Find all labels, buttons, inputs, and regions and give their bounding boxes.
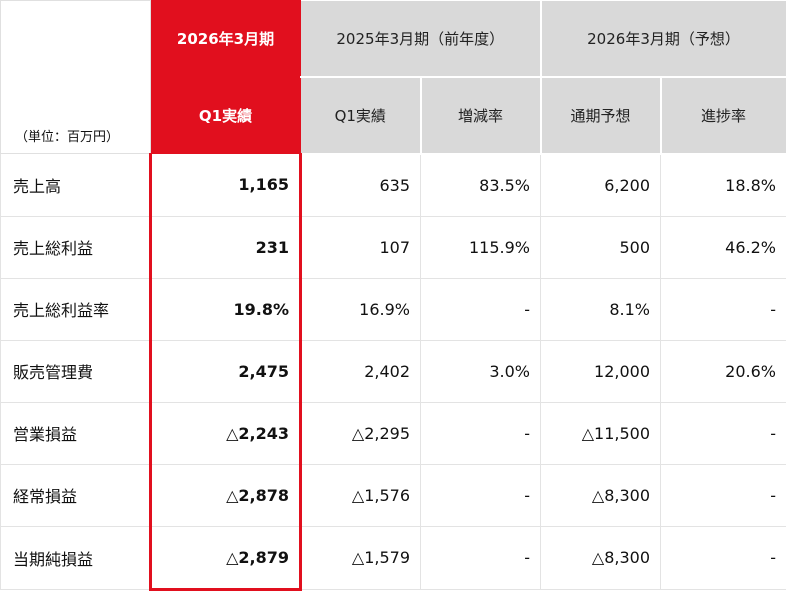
prior-q1-cell: 107 — [300, 215, 421, 279]
row-label: 売上高 — [0, 153, 151, 217]
forecast-period-header: 2026年3月期（予想） — [540, 0, 786, 78]
change-rate-cell: 115.9% — [420, 215, 541, 279]
change-rate-cell: 3.0% — [420, 339, 541, 403]
change-rate-cell: - — [420, 401, 541, 465]
progress-rate-cell: - — [660, 525, 786, 590]
q1-actual-cell: △2,243 — [149, 401, 302, 465]
q1-actual-cell: 2,475 — [149, 339, 302, 403]
change-rate-cell: - — [420, 463, 541, 527]
header-row-metrics: Q1実績 Q1実績 増減率 通期予想 進捗率 — [1, 76, 786, 155]
row-label: 販売管理費 — [0, 339, 151, 403]
table-row: 販売管理費 2,475 2,402 3.0% 12,000 20.6% — [0, 339, 786, 403]
progress-rate-cell: - — [660, 277, 786, 341]
q1-actual-cell: 231 — [149, 215, 302, 279]
q1-actual-cell: △2,878 — [149, 463, 302, 527]
progress-rate-cell: 20.6% — [660, 339, 786, 403]
forecast-cell: △8,300 — [540, 463, 661, 527]
table-row: 営業損益 △2,243 △2,295- △11,500- — [0, 401, 786, 465]
header-row-periods: （単位：百万円） 2026年3月期 2025年3月期（前年度） 2026年3月期… — [0, 0, 786, 154]
prior-q1-cell: 16.9% — [300, 277, 421, 341]
row-label: 経常損益 — [0, 463, 151, 527]
prior-q1-cell: △1,579 — [300, 525, 421, 590]
progress-rate-header: 進捗率 — [660, 76, 786, 155]
table-row: 売上高 1,165 635 83.5% 6,200 18.8% — [0, 153, 786, 217]
progress-rate-cell: 18.8% — [660, 153, 786, 217]
table-row: 当期純損益 △2,879 △1,579- △8,300- — [0, 525, 786, 591]
forecast-cell: 8.1% — [540, 277, 661, 341]
row-label: 当期純損益 — [0, 525, 151, 590]
q1-actual-cell: 1,165 — [149, 153, 302, 217]
table-row: 売上総利益 231 107 115.9% 500 46.2% — [0, 215, 786, 279]
prior-q1-cell: △1,576 — [300, 463, 421, 527]
progress-rate-cell: - — [660, 463, 786, 527]
forecast-cell: △8,300 — [540, 525, 661, 590]
change-rate-cell: - — [420, 525, 541, 590]
change-rate-cell: - — [420, 277, 541, 341]
change-rate-cell: 83.5% — [420, 153, 541, 217]
current-period-header: 2026年3月期 — [150, 0, 301, 77]
forecast-cell: 12,000 — [540, 339, 661, 403]
prior-q1-cell: △2,295 — [300, 401, 421, 465]
change-rate-header: 増減率 — [420, 76, 542, 155]
unit-label: （単位：百万円） — [0, 0, 151, 154]
current-q1-header: Q1実績 — [150, 76, 301, 154]
table-body: 売上高 1,165 635 83.5% 6,200 18.8% 売上総利益 231 107 115… — [0, 153, 786, 591]
row-label: 売上総利益率 — [0, 277, 151, 341]
forecast-cell: 500 — [540, 215, 661, 279]
q1-actual-cell: 19.8% — [149, 277, 302, 341]
row-label: 売上総利益 — [0, 215, 151, 279]
progress-rate-cell: - — [660, 401, 786, 465]
q1-actual-cell: △2,879 — [149, 525, 302, 591]
prior-q1-cell: 635 — [300, 153, 421, 217]
progress-rate-cell: 46.2% — [660, 215, 786, 279]
prior-period-header: 2025年3月期（前年度） — [300, 0, 542, 78]
table-row: 経常損益 △2,878 △1,576- △8,300- — [0, 463, 786, 527]
prior-q1-cell: 2,402 — [300, 339, 421, 403]
table-row: 売上総利益率 19.8% 16.9% -8.1% - — [0, 277, 786, 341]
full-year-forecast-header: 通期予想 — [540, 76, 662, 155]
forecast-cell: 6,200 — [540, 153, 661, 217]
row-label: 営業損益 — [0, 401, 151, 465]
forecast-cell: △11,500 — [540, 401, 661, 465]
prior-q1-header: Q1実績 — [300, 76, 422, 155]
